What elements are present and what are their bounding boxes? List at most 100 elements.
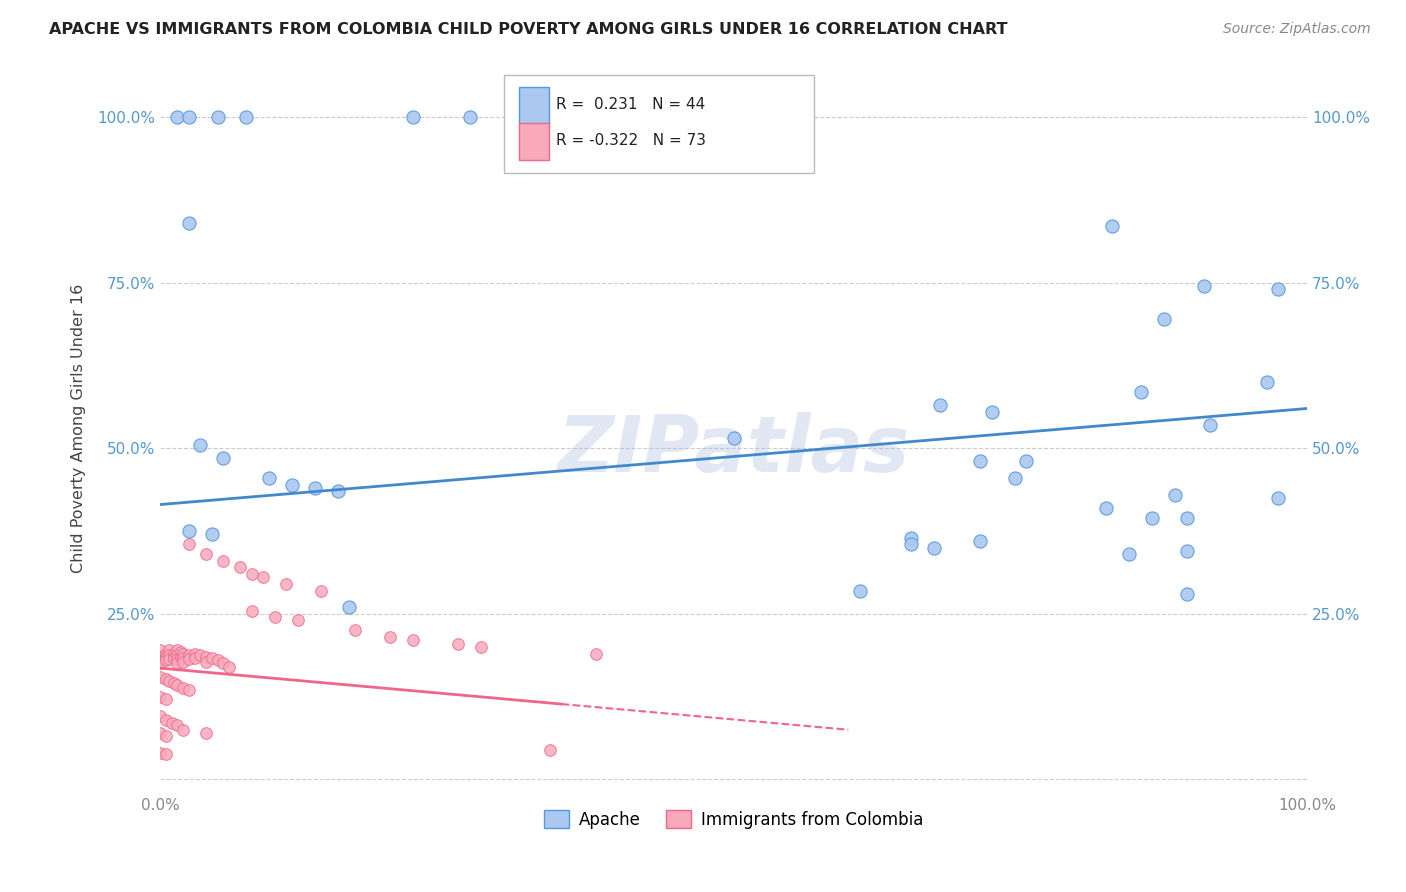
Text: R =  0.231   N = 44: R = 0.231 N = 44	[555, 96, 706, 112]
Point	[172, 723, 194, 737]
Point	[257, 471, 280, 485]
Point	[183, 651, 205, 665]
Point	[579, 110, 602, 124]
Point	[929, 398, 952, 412]
Point	[188, 438, 211, 452]
Point	[1175, 544, 1198, 558]
Point	[149, 653, 172, 667]
Point	[212, 451, 235, 466]
Point	[163, 650, 186, 665]
Point	[160, 716, 183, 731]
Point	[177, 524, 200, 538]
Point	[378, 630, 401, 644]
Point	[1004, 471, 1026, 485]
Point	[201, 651, 224, 665]
Legend: Apache, Immigrants from Colombia: Apache, Immigrants from Colombia	[537, 804, 929, 835]
Point	[157, 643, 180, 657]
Point	[183, 647, 205, 661]
Point	[166, 718, 188, 732]
Point	[195, 655, 218, 669]
Point	[969, 533, 991, 548]
Point	[166, 652, 188, 666]
Text: APACHE VS IMMIGRANTS FROM COLOMBIA CHILD POVERTY AMONG GIRLS UNDER 16 CORRELATIO: APACHE VS IMMIGRANTS FROM COLOMBIA CHILD…	[49, 22, 1008, 37]
Point	[339, 600, 361, 615]
Point	[1153, 312, 1175, 326]
Point	[166, 643, 188, 657]
Point	[401, 633, 423, 648]
Point	[163, 647, 186, 661]
Point	[723, 431, 745, 445]
Point	[980, 405, 1002, 419]
Text: Source: ZipAtlas.com: Source: ZipAtlas.com	[1223, 22, 1371, 37]
Point	[1101, 219, 1123, 234]
Point	[157, 674, 180, 689]
Point	[281, 477, 304, 491]
Point	[177, 110, 200, 124]
Point	[1142, 510, 1164, 524]
Point	[1175, 587, 1198, 601]
Point	[172, 655, 194, 669]
Point	[1095, 500, 1118, 515]
Point	[166, 656, 188, 670]
Point	[157, 652, 180, 666]
Point	[229, 560, 252, 574]
Point	[1175, 510, 1198, 524]
Point	[155, 691, 177, 706]
Point	[163, 676, 186, 690]
Point	[235, 110, 257, 124]
Point	[1256, 375, 1278, 389]
Point	[207, 110, 229, 124]
Point	[201, 527, 224, 541]
Point	[1267, 491, 1289, 505]
Point	[155, 713, 177, 727]
Point	[155, 730, 177, 744]
Text: R = -0.322   N = 73: R = -0.322 N = 73	[555, 133, 706, 148]
Point	[170, 645, 193, 659]
Point	[155, 747, 177, 762]
Y-axis label: Child Poverty Among Girls Under 16: Child Poverty Among Girls Under 16	[72, 284, 86, 573]
Point	[1198, 418, 1220, 433]
Point	[287, 614, 309, 628]
Point	[344, 624, 367, 638]
Point	[1164, 487, 1187, 501]
Point	[264, 610, 287, 624]
Point	[900, 531, 922, 545]
Point	[1118, 547, 1140, 561]
Point	[207, 653, 229, 667]
Point	[149, 643, 172, 657]
Point	[155, 649, 177, 664]
Point	[177, 537, 200, 551]
Point	[309, 583, 332, 598]
Point	[447, 637, 470, 651]
Point	[155, 672, 177, 686]
Point	[1267, 282, 1289, 296]
Point	[177, 683, 200, 698]
Point	[172, 647, 194, 661]
Point	[149, 746, 172, 760]
Point	[177, 652, 200, 666]
Point	[458, 110, 481, 124]
Point	[900, 537, 922, 551]
Point	[1192, 279, 1215, 293]
Point	[212, 657, 235, 671]
Point	[155, 647, 177, 661]
Point	[849, 583, 872, 598]
Point	[195, 547, 218, 561]
Text: ZIPatlas: ZIPatlas	[558, 412, 910, 488]
Point	[166, 648, 188, 662]
Point	[538, 742, 561, 756]
FancyBboxPatch shape	[519, 87, 548, 124]
Point	[470, 640, 492, 654]
Point	[969, 454, 991, 468]
Point	[195, 649, 218, 664]
Point	[585, 647, 607, 661]
FancyBboxPatch shape	[505, 75, 814, 173]
Point	[276, 577, 298, 591]
Point	[177, 648, 200, 662]
Point	[149, 657, 172, 671]
Point	[924, 541, 946, 555]
Point	[177, 216, 200, 230]
FancyBboxPatch shape	[519, 123, 548, 161]
Point	[195, 726, 218, 740]
Point	[166, 678, 188, 692]
